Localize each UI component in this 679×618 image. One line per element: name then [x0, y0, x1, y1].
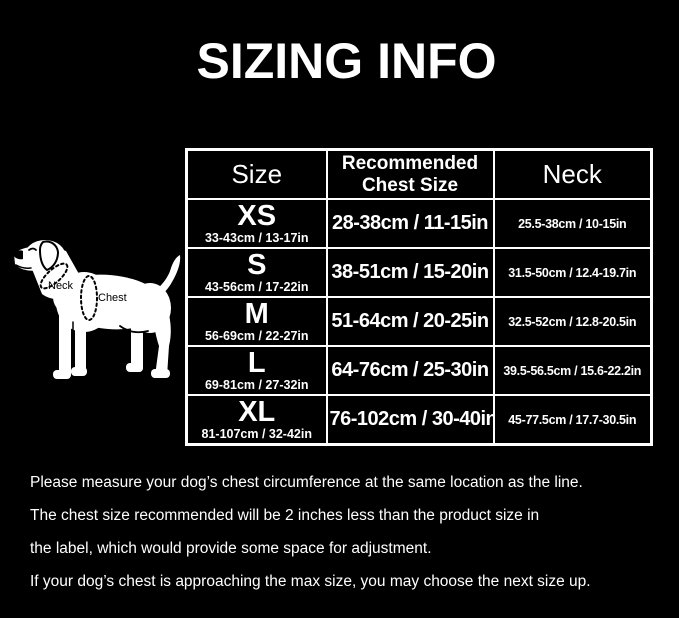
chest-cell-xl: 76-102cm / 30-40in [325, 394, 495, 446]
header-neck: Neck [492, 148, 653, 200]
chest-value: 64-76cm / 25-30in [331, 359, 489, 381]
dog-thigh-line [119, 325, 149, 334]
neck-diagram-label: Neck [48, 280, 74, 292]
chest-cell-l: 64-76cm / 25-30in [325, 345, 495, 396]
neck-cell-xs: 25.5-38cm / 10-15in [492, 198, 653, 249]
size-cell-m: M 56-69cm / 22-27in [185, 296, 328, 347]
measurement-notes: Please measure your dog’s chest circumfe… [30, 466, 665, 598]
size-cell-xl: XL 81-107cm / 32-42in [185, 394, 328, 446]
neck-value: 25.5-38cm / 10-15in [518, 216, 627, 231]
dog-mouth-icon [15, 264, 32, 269]
table-row-xs: XS 33-43cm / 13-17in 28-38cm / 11-15in 2… [185, 198, 653, 249]
note-line: If your dog’s chest is approaching the m… [30, 573, 591, 590]
dog-measurement-diagram: Neck Chest [12, 238, 192, 408]
size-cell-xs: XS 33-43cm / 13-17in [185, 198, 328, 249]
size-chart-table: Size Recommended Chest Size Neck XS 33-4… [185, 148, 653, 446]
table-header-row: Size Recommended Chest Size Neck [185, 148, 653, 200]
size-label: XS [237, 199, 277, 232]
dog-ear-icon [38, 240, 60, 272]
dog-illustration-icon: Neck Chest [14, 240, 181, 379]
header-chest: Recommended Chest Size [325, 148, 495, 200]
chest-value: 28-38cm / 11-15in [331, 212, 489, 234]
size-cell-s: S 43-56cm / 17-22in [185, 247, 328, 298]
neck-cell-l: 39.5-56.5cm / 15.6-22.2in [492, 345, 653, 396]
neck-cell-xl: 45-77.5cm / 17.7-30.5in [492, 394, 653, 446]
size-range: 43-56cm / 17-22in [204, 279, 309, 294]
chest-cell-m: 51-64cm / 20-25in [325, 296, 495, 347]
size-range: 69-81cm / 27-32in [204, 377, 309, 392]
note-line: The chest size recommended will be 2 inc… [30, 507, 540, 524]
size-label: S [247, 248, 267, 281]
neck-cell-m: 32.5-52cm / 12.8-20.5in [492, 296, 653, 347]
chest-cell-xs: 28-38cm / 11-15in [325, 198, 495, 249]
dog-eye-icon [28, 247, 37, 251]
neck-measure-line [39, 262, 69, 290]
chest-cell-s: 38-51cm / 15-20in [325, 247, 495, 298]
table-row-s: S 43-56cm / 17-22in 38-51cm / 15-20in 31… [185, 247, 653, 298]
neck-value: 31.5-50cm / 12.4-19.7in [508, 265, 637, 280]
neck-value: 32.5-52cm / 12.8-20.5in [508, 314, 637, 329]
dog-nose-icon [14, 250, 23, 260]
size-range: 56-69cm / 22-27in [204, 328, 309, 343]
chest-value: 38-51cm / 15-20in [331, 261, 489, 283]
size-range: 33-43cm / 13-17in [204, 230, 309, 245]
table-row-l: L 69-81cm / 27-32in 64-76cm / 25-30in 39… [185, 345, 653, 396]
size-label: XL [238, 395, 276, 428]
table-row-xl: XL 81-107cm / 32-42in 76-102cm / 30-40in… [185, 394, 653, 446]
chest-value: 76-102cm / 30-40in [329, 408, 494, 430]
header-size: Size [185, 148, 328, 200]
note-line: Please measure your dog’s chest circumfe… [30, 474, 583, 491]
size-label: L [247, 346, 266, 379]
chest-value: 51-64cm / 20-25in [331, 310, 489, 332]
table-row-m: M 56-69cm / 22-27in 51-64cm / 20-25in 32… [185, 296, 653, 347]
size-cell-l: L 69-81cm / 27-32in [185, 345, 328, 396]
neck-value: 39.5-56.5cm / 15.6-22.2in [503, 363, 642, 378]
page-title: SIZING INFO [196, 33, 497, 89]
neck-cell-s: 31.5-50cm / 12.4-19.7in [492, 247, 653, 298]
chest-measure-line [80, 275, 98, 321]
neck-value: 45-77.5cm / 17.7-30.5in [508, 412, 637, 427]
size-label: M [244, 297, 269, 330]
size-range: 81-107cm / 32-42in [201, 426, 313, 441]
note-line: the label, which would provide some spac… [30, 540, 432, 557]
chest-diagram-label: Chest [98, 292, 127, 304]
